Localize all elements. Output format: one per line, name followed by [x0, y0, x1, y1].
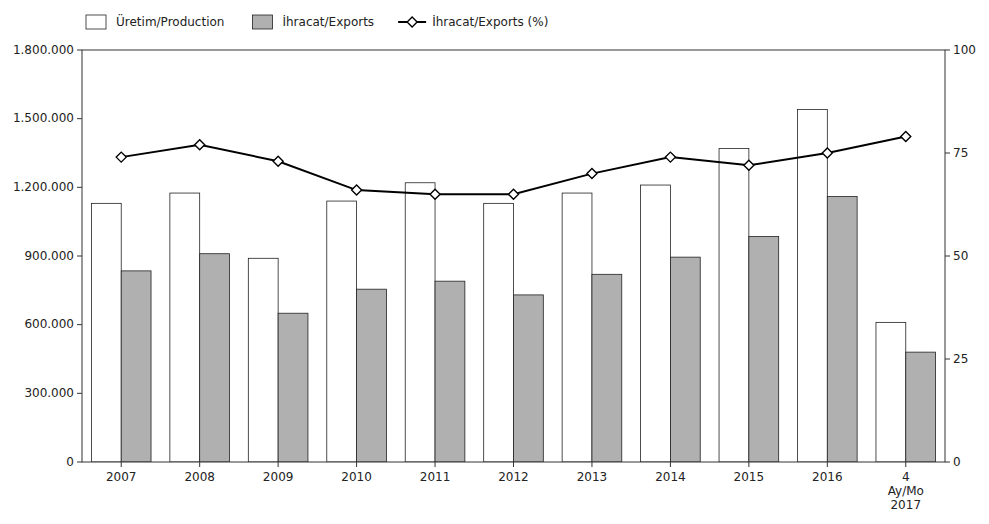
bar: [827, 196, 857, 462]
tick-mark: [199, 462, 200, 467]
category-label: 2010: [341, 470, 372, 484]
tick-label: 1.500.000: [13, 111, 74, 125]
tick-mark: [945, 153, 950, 154]
line-marker: [273, 156, 283, 166]
legend-label: İhracat/Exports: [282, 14, 374, 29]
tick-mark: [905, 462, 906, 467]
tick-mark: [748, 462, 749, 467]
bar: [484, 203, 514, 462]
bar: [641, 185, 671, 462]
line-marker: [822, 148, 832, 158]
bar: [200, 254, 230, 462]
category-label: 2007: [106, 470, 137, 484]
tick-mark: [356, 462, 357, 467]
tick-label: 1.800.000: [13, 43, 74, 57]
tick-mark: [945, 462, 950, 463]
legend-label: İhracat/Exports (%): [432, 14, 548, 29]
plot-area: [91, 110, 935, 462]
bar: [121, 271, 151, 462]
bar: [562, 193, 592, 462]
tick-label: 0: [953, 455, 961, 469]
line-marker: [116, 152, 126, 162]
tick-label: 75: [953, 146, 968, 160]
tick-mark: [827, 462, 828, 467]
bar: [719, 148, 749, 462]
legend-swatch: [252, 15, 272, 29]
tick-mark: [77, 118, 82, 119]
tick-mark: [77, 324, 82, 325]
tick-label: 600.000: [24, 317, 74, 331]
tick-label: 50: [953, 249, 968, 263]
tick-label: 100: [953, 43, 976, 57]
tick-mark: [945, 359, 950, 360]
tick-label: 300.000: [24, 386, 74, 400]
tick-mark: [278, 462, 279, 467]
bar: [670, 257, 700, 462]
tick-mark: [670, 462, 671, 467]
bar: [798, 110, 828, 462]
tick-mark: [513, 462, 514, 467]
tick-mark: [945, 50, 950, 51]
bar: [170, 193, 200, 462]
bar: [749, 237, 779, 462]
tick-label: 25: [953, 352, 968, 366]
category-label: 2015: [734, 470, 765, 484]
category-label: 2009: [263, 470, 294, 484]
bar: [592, 274, 622, 462]
tick-mark: [945, 256, 950, 257]
tick-mark: [77, 393, 82, 394]
category-label: 2008: [184, 470, 215, 484]
tick-label: 0: [66, 455, 74, 469]
bar: [876, 322, 906, 462]
category-label: 4Ay/Mo2017: [888, 470, 924, 512]
bar: [327, 201, 357, 462]
line-marker: [587, 169, 597, 179]
chart: 0 300.000 600.000 900.000 1.200.000 1.500.000…: [0, 0, 989, 524]
tick-label: 900.000: [24, 249, 74, 263]
tick-mark: [77, 187, 82, 188]
tick-mark: [435, 462, 436, 467]
category-label: 2011: [420, 470, 451, 484]
legend-label: Üretim/Production: [116, 13, 224, 29]
line-marker: [430, 189, 440, 199]
tick-mark: [77, 50, 82, 51]
line-marker: [195, 140, 205, 150]
tick-label: 1.200.000: [13, 180, 74, 194]
line-marker: [901, 132, 911, 142]
category-label: 2013: [577, 470, 608, 484]
legend: Üretim/Production İhracat/Exports İhracat/…: [86, 13, 548, 30]
line-marker: [665, 152, 675, 162]
line-marker: [509, 189, 519, 199]
bar: [248, 258, 278, 462]
category-label: 2016: [812, 470, 843, 484]
legend-swatch: [407, 17, 417, 27]
legend-swatch: [86, 15, 106, 29]
category-label: 2012: [498, 470, 529, 484]
bar: [435, 281, 465, 462]
bar: [405, 183, 435, 462]
tick-mark: [591, 462, 592, 467]
line-marker: [352, 185, 362, 195]
tick-mark: [77, 256, 82, 257]
bar: [91, 203, 121, 462]
bar: [906, 352, 936, 462]
bar: [357, 289, 387, 462]
plot-frame: [82, 50, 945, 462]
tick-mark: [77, 462, 82, 463]
line: [121, 137, 906, 195]
tick-mark: [121, 462, 122, 467]
line-marker: [744, 160, 754, 170]
bar: [278, 313, 308, 462]
category-label: 2014: [655, 470, 686, 484]
bar: [514, 295, 544, 462]
